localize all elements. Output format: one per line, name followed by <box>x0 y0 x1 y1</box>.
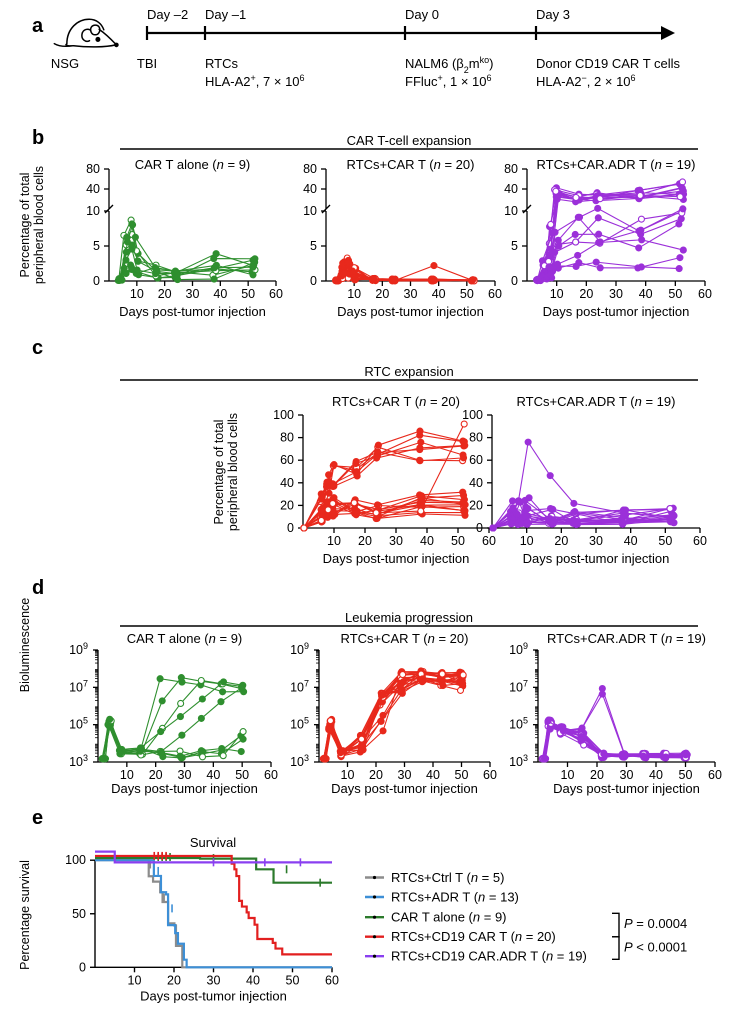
svg-text:c: c <box>32 337 43 359</box>
svg-text:e: e <box>32 807 43 829</box>
svg-text:b: b <box>32 127 44 149</box>
svg-text:d: d <box>32 577 44 599</box>
svg-text:a: a <box>32 15 44 37</box>
